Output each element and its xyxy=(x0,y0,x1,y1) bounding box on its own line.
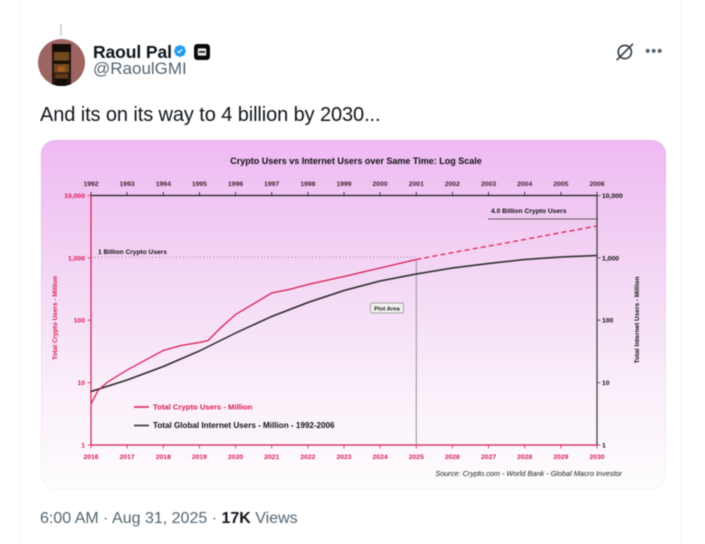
svg-text:1993: 1993 xyxy=(120,181,135,188)
svg-text:1995: 1995 xyxy=(192,181,207,188)
svg-text:1996: 1996 xyxy=(228,181,243,188)
svg-text:1999: 1999 xyxy=(336,181,351,188)
svg-text:2006: 2006 xyxy=(589,181,604,188)
svg-text:Total Crypto Users - Million: Total Crypto Users - Million xyxy=(52,276,59,360)
svg-text:10: 10 xyxy=(77,380,85,387)
svg-text:2030: 2030 xyxy=(589,454,604,461)
svg-text:1997: 1997 xyxy=(264,181,279,188)
svg-text:2027: 2027 xyxy=(481,454,496,461)
svg-text:2003: 2003 xyxy=(481,181,496,188)
svg-text:Crypto Users vs Internet Users: Crypto Users vs Internet Users over Same… xyxy=(230,156,481,166)
svg-text:1,000: 1,000 xyxy=(602,255,619,262)
svg-text:2025: 2025 xyxy=(409,454,424,461)
svg-text:4.0 Billion Crypto Users: 4.0 Billion Crypto Users xyxy=(491,208,567,215)
svg-text:2016: 2016 xyxy=(83,454,98,461)
svg-text:10: 10 xyxy=(602,380,610,387)
svg-text:100: 100 xyxy=(74,318,86,325)
svg-text:2026: 2026 xyxy=(445,454,460,461)
svg-text:2023: 2023 xyxy=(336,454,351,461)
svg-text:1,000: 1,000 xyxy=(68,255,85,262)
svg-text:2022: 2022 xyxy=(300,454,315,461)
svg-text:1: 1 xyxy=(602,442,606,449)
svg-text:1 Billion Crypto Users: 1 Billion Crypto Users xyxy=(98,249,167,256)
svg-text:10,000: 10,000 xyxy=(64,193,85,200)
svg-text:2028: 2028 xyxy=(517,454,532,461)
svg-text:2021: 2021 xyxy=(264,454,279,461)
svg-text:2005: 2005 xyxy=(553,181,568,188)
svg-text:100: 100 xyxy=(602,318,614,325)
svg-text:Total Internet Users - Million: Total Internet Users - Million xyxy=(634,277,641,364)
svg-text:2018: 2018 xyxy=(156,454,171,461)
svg-text:1998: 1998 xyxy=(300,181,315,188)
svg-text:Total Global Internet Users -: Total Global Internet Users - Million - … xyxy=(153,421,335,430)
svg-text:Source: Crypto.com - World Ba: Source: Crypto.com - World Bank - Global… xyxy=(435,469,622,478)
svg-text:2004: 2004 xyxy=(517,181,532,188)
svg-text:1994: 1994 xyxy=(156,181,171,188)
svg-text:2020: 2020 xyxy=(228,454,243,461)
svg-text:2002: 2002 xyxy=(445,181,460,188)
svg-text:2019: 2019 xyxy=(192,454,207,461)
svg-text:Total Crypto Users - Million: Total Crypto Users - Million xyxy=(153,403,253,412)
svg-text:10,000: 10,000 xyxy=(602,193,623,200)
svg-text:2029: 2029 xyxy=(553,454,568,461)
svg-text:1992: 1992 xyxy=(83,181,98,188)
svg-text:2024: 2024 xyxy=(373,454,388,461)
svg-text:2001: 2001 xyxy=(409,181,424,188)
svg-text:1: 1 xyxy=(81,442,85,449)
svg-text:2017: 2017 xyxy=(120,454,135,461)
svg-text:Plot Area: Plot Area xyxy=(374,307,400,313)
svg-text:2000: 2000 xyxy=(373,181,388,188)
